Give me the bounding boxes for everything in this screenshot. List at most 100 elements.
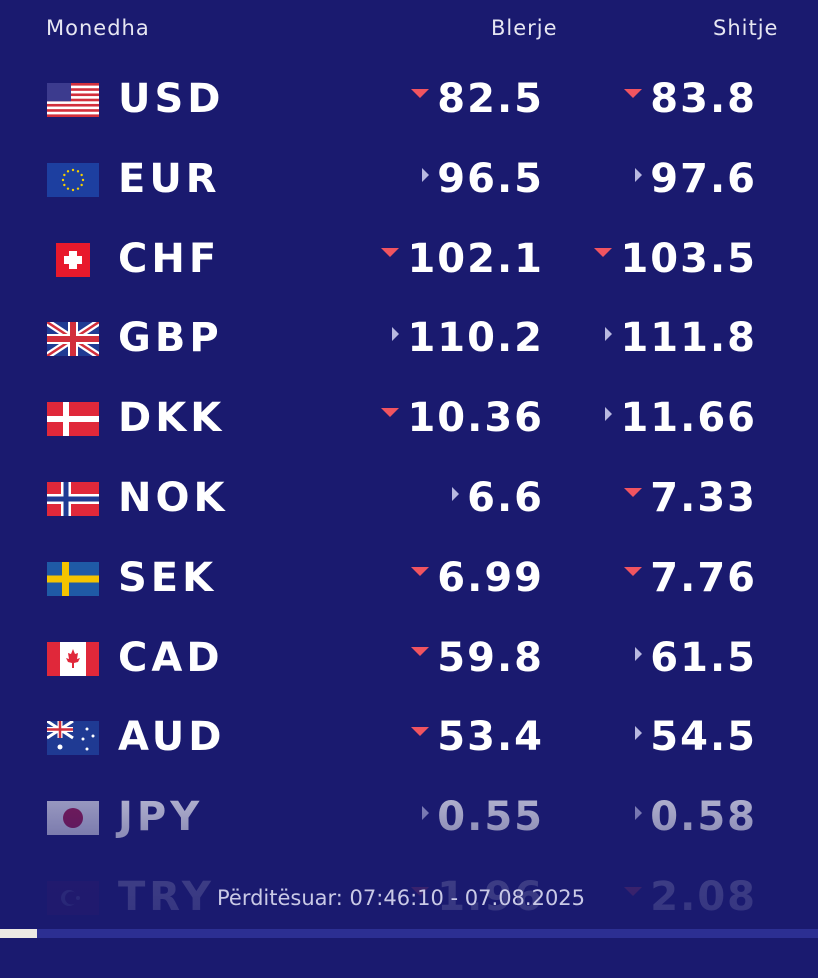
sell-value: 2.08 — [650, 874, 757, 920]
trend-flat-icon — [605, 327, 613, 342]
rate-row-try: TRY 1.96 2.08 — [0, 874, 818, 978]
trend-flat-icon — [392, 327, 400, 342]
rate-row-dkk: DKK 10.36 11.66 — [0, 395, 818, 499]
rate-row-nok: NOK 6.6 7.33 — [0, 475, 818, 579]
currency-code: TRY — [118, 874, 215, 920]
trend-down-icon — [624, 487, 643, 497]
ch-flag-icon — [47, 242, 99, 277]
trend-down-icon — [624, 567, 643, 577]
trend-down-icon — [411, 726, 430, 736]
sell-rate: 54.5 — [557, 714, 757, 760]
header-currency: Monedha — [46, 16, 150, 40]
currency-code: JPY — [118, 794, 204, 841]
header-sell: Shitje — [713, 16, 779, 40]
buy-rate: 0.55 — [344, 794, 544, 840]
buy-value: 0.55 — [437, 794, 544, 841]
buy-value: 53.4 — [437, 714, 544, 761]
trend-down-icon — [381, 248, 400, 258]
sell-rate: 2.08 — [557, 874, 757, 920]
rate-row-eur: EUR 96.5 97.6 — [0, 156, 818, 260]
trend-down-icon — [624, 88, 643, 98]
no-flag-icon — [47, 482, 99, 516]
buy-rate: 53.4 — [344, 714, 544, 760]
buy-value: 102.1 — [407, 235, 544, 282]
trend-down-icon — [411, 88, 430, 98]
sell-value: 103.5 — [620, 235, 757, 282]
se-flag-icon — [47, 561, 99, 596]
trend-down-icon — [411, 647, 430, 657]
currency-code: USD — [118, 76, 225, 122]
buy-value: 6.6 — [467, 475, 544, 521]
buy-value: 59.8 — [437, 634, 544, 681]
dk-flag-icon — [47, 402, 99, 437]
trend-flat-icon — [452, 487, 460, 501]
header-buy: Blerje — [491, 16, 558, 40]
sell-value: 111.8 — [620, 315, 757, 362]
trend-down-icon — [411, 567, 430, 577]
rate-row-gbp: GBP 110.2 111.8 — [0, 315, 818, 419]
sell-value: 7.33 — [650, 475, 757, 521]
us-flag-icon — [47, 83, 99, 117]
sell-value: 7.76 — [650, 554, 757, 601]
trend-flat-icon — [635, 806, 643, 821]
buy-rate: 6.99 — [344, 555, 544, 601]
rate-row-sek: SEK 6.99 7.76 — [0, 555, 818, 659]
sell-value: 0.58 — [650, 794, 757, 841]
ca-flag-icon — [47, 641, 99, 676]
buy-rate: 59.8 — [344, 635, 544, 681]
trend-flat-icon — [635, 646, 643, 661]
sell-rate: 7.33 — [557, 475, 757, 521]
buy-rate: 6.6 — [344, 475, 544, 521]
trend-down-icon — [381, 407, 400, 417]
sell-rate: 111.8 — [557, 315, 757, 361]
trend-flat-icon — [605, 407, 613, 422]
sell-value: 83.8 — [650, 76, 757, 122]
trend-down-icon — [624, 886, 643, 896]
currency-code: CAD — [118, 634, 224, 681]
currency-code: DKK — [118, 395, 226, 442]
sell-rate: 83.8 — [557, 76, 757, 122]
currency-code: NOK — [118, 475, 229, 521]
trend-flat-icon — [635, 726, 643, 741]
jp-flag-icon — [47, 801, 99, 836]
gb-flag-icon — [45, 319, 101, 360]
buy-rate: 102.1 — [344, 236, 544, 282]
rate-row-cad: CAD 59.8 61.5 — [0, 635, 818, 739]
sell-rate: 103.5 — [557, 236, 757, 282]
sell-value: 54.5 — [650, 714, 757, 761]
trend-flat-icon — [422, 167, 430, 182]
currency-code: AUD — [118, 714, 226, 761]
sell-rate: 7.76 — [557, 555, 757, 601]
last-updated: Përditësuar: 07:46:10 - 07.08.2025 — [217, 886, 586, 910]
sell-value: 11.66 — [620, 395, 757, 442]
currency-code: GBP — [118, 315, 223, 362]
sell-value: 97.6 — [650, 155, 757, 202]
trend-flat-icon — [422, 806, 430, 821]
sell-rate: 97.6 — [557, 156, 757, 202]
sell-value: 61.5 — [650, 634, 757, 681]
sell-rate: 11.66 — [557, 395, 757, 441]
buy-rate: 82.5 — [344, 76, 544, 122]
rate-row-aud: AUD 53.4 54.5 — [0, 714, 818, 818]
buy-value: 96.5 — [437, 155, 544, 202]
sell-rate: 61.5 — [557, 635, 757, 681]
trend-flat-icon — [635, 167, 643, 182]
buy-rate: 10.36 — [344, 395, 544, 441]
buy-rate: 96.5 — [344, 156, 544, 202]
currency-code: CHF — [118, 235, 221, 282]
buy-value: 110.2 — [407, 315, 544, 362]
buy-value: 82.5 — [437, 76, 544, 122]
currency-code: EUR — [118, 155, 221, 202]
tr-flag-icon — [47, 881, 99, 915]
rate-row-chf: CHF 102.1 103.5 — [0, 236, 818, 340]
buy-rate: 110.2 — [344, 315, 544, 361]
eu-flag-icon — [47, 162, 99, 197]
sell-rate: 0.58 — [557, 794, 757, 840]
rate-row-usd: USD 82.5 83.8 — [0, 76, 818, 180]
currency-code: SEK — [118, 554, 218, 601]
buy-value: 10.36 — [407, 395, 544, 442]
buy-value: 6.99 — [437, 554, 544, 601]
au-flag-icon — [46, 720, 99, 756]
bottom-strip — [0, 929, 818, 938]
trend-down-icon — [594, 248, 613, 258]
